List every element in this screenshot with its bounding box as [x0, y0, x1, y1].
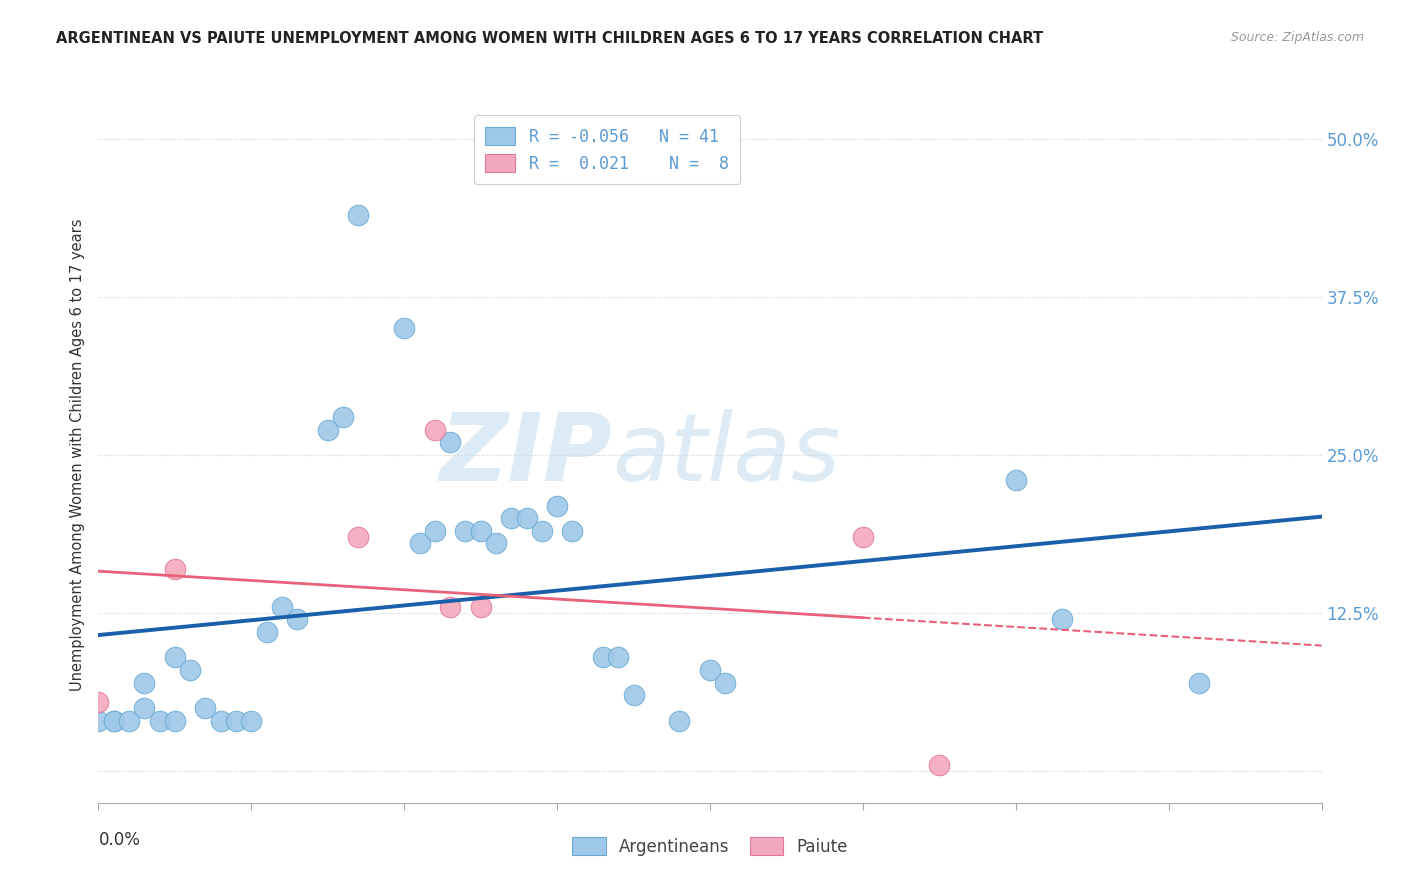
Point [270, 599, 294, 614]
Point [592, 650, 614, 665]
Point [470, 599, 492, 614]
Text: atlas: atlas [612, 409, 841, 500]
Point [256, 625, 278, 640]
Point [149, 714, 172, 728]
Point [516, 511, 538, 525]
Text: ARGENTINEAN VS PAIUTE UNEMPLOYMENT AMONG WOMEN WITH CHILDREN AGES 6 TO 17 YEARS : ARGENTINEAN VS PAIUTE UNEMPLOYMENT AMONG… [56, 31, 1043, 46]
Point [1004, 473, 1026, 487]
Point [699, 663, 721, 677]
Point [134, 701, 156, 715]
Point [103, 714, 125, 728]
Point [852, 530, 875, 544]
Point [179, 663, 201, 677]
Point [347, 530, 370, 544]
Point [485, 536, 508, 550]
Point [118, 714, 141, 728]
Point [546, 499, 568, 513]
Point [347, 208, 370, 222]
Point [1188, 675, 1211, 690]
Point [1050, 612, 1073, 626]
Point [87, 714, 110, 728]
Point [470, 524, 492, 538]
Point [439, 599, 461, 614]
Point [501, 511, 523, 525]
Point [928, 757, 950, 772]
Point [240, 714, 263, 728]
Point [163, 714, 186, 728]
Text: ZIP: ZIP [439, 409, 612, 501]
Point [225, 714, 247, 728]
Legend: Argentineans, Paiute: Argentineans, Paiute [564, 829, 856, 864]
Point [332, 409, 354, 424]
Point [408, 536, 430, 550]
Y-axis label: Unemployment Among Women with Children Ages 6 to 17 years: Unemployment Among Women with Children A… [70, 219, 86, 691]
Point [530, 524, 553, 538]
Point [209, 714, 232, 728]
Point [194, 701, 217, 715]
Point [163, 650, 186, 665]
Point [103, 714, 125, 728]
Point [285, 612, 308, 626]
Point [163, 562, 186, 576]
Point [561, 524, 583, 538]
Point [316, 423, 339, 437]
Point [134, 675, 156, 690]
Text: Source: ZipAtlas.com: Source: ZipAtlas.com [1230, 31, 1364, 45]
Point [607, 650, 630, 665]
Point [454, 524, 477, 538]
Point [423, 423, 446, 437]
Point [87, 695, 110, 709]
Point [668, 714, 690, 728]
Point [439, 435, 461, 450]
Text: 0.0%: 0.0% [98, 830, 141, 848]
Point [423, 524, 446, 538]
Point [392, 321, 416, 335]
Point [714, 675, 737, 690]
Point [623, 688, 645, 702]
